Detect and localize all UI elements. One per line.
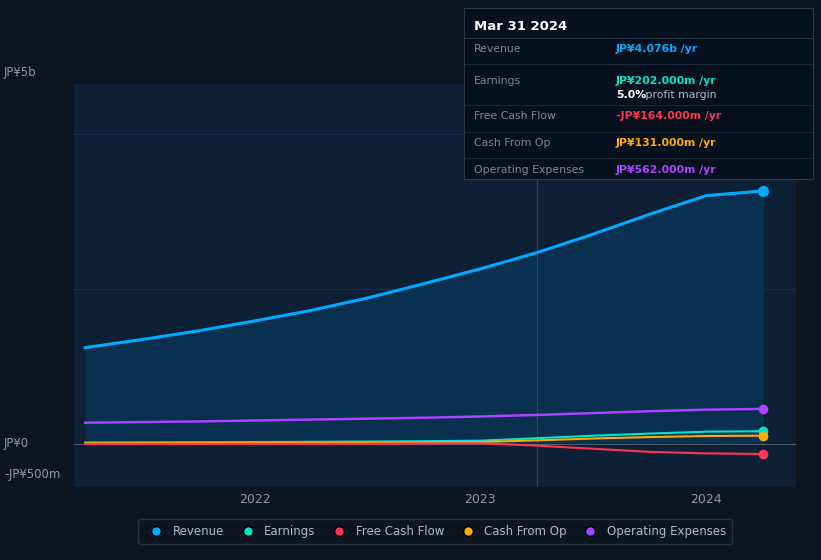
Legend: Revenue, Earnings, Free Cash Flow, Cash From Op, Operating Expenses: Revenue, Earnings, Free Cash Flow, Cash …: [139, 519, 732, 544]
Text: JP¥4.076b /yr: JP¥4.076b /yr: [616, 44, 698, 54]
Text: JP¥131.000m /yr: JP¥131.000m /yr: [616, 138, 716, 148]
Text: 5.0%: 5.0%: [616, 90, 646, 100]
Text: Earnings: Earnings: [474, 76, 521, 86]
Text: -JP¥164.000m /yr: -JP¥164.000m /yr: [616, 111, 721, 121]
Text: JP¥0: JP¥0: [4, 437, 30, 450]
Text: Free Cash Flow: Free Cash Flow: [474, 111, 556, 121]
Text: Revenue: Revenue: [474, 44, 521, 54]
Text: profit margin: profit margin: [642, 90, 717, 100]
Text: -JP¥500m: -JP¥500m: [4, 468, 61, 481]
Text: Cash From Op: Cash From Op: [474, 138, 550, 148]
Text: Operating Expenses: Operating Expenses: [474, 165, 584, 175]
Text: JP¥202.000m /yr: JP¥202.000m /yr: [616, 76, 717, 86]
Text: Mar 31 2024: Mar 31 2024: [474, 20, 567, 34]
Text: JP¥562.000m /yr: JP¥562.000m /yr: [616, 165, 717, 175]
Text: JP¥5b: JP¥5b: [4, 66, 37, 80]
